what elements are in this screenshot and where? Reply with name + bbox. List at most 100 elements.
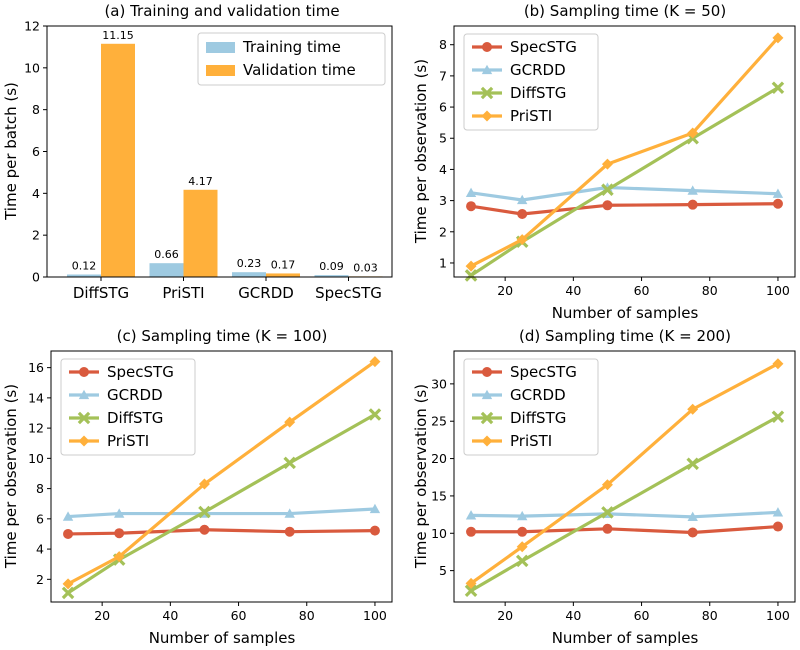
panel-d-point-diffstg [601,506,614,519]
panel-a-ytick-label: 8 [32,102,40,117]
panel-a-training-validation: (a) Training and validation time Time pe… [2,2,393,302]
panel-b-point-gcrdd [687,185,698,195]
panel-c-legend-label-diffstg: DiffSTG [107,409,163,427]
panel-d-point-specstg [517,526,528,537]
panel-d-legend-marker-gcrdd [481,389,493,400]
panel-d-xtick-label: 100 [766,608,790,623]
panel-b-legend [463,33,599,131]
panel-d-legend-label-diffstg: DiffSTG [510,409,566,427]
bar-validation-time-diffstg [101,43,135,277]
panel-a-xtick-label: GCRDD [238,284,294,302]
panel-d-point-diffstg [686,457,699,471]
panel-d-legend [463,358,599,456]
panel-d-point-specstg [466,526,477,537]
panel-b-ytick-label: 8 [439,37,447,52]
bar-label-validation-time-gcrdd: 0.17 [271,258,296,271]
panel-b-point-diffstg [771,81,785,94]
panel-d-point-pristi [601,479,613,491]
bar-label-training-time-diffstg: 0.12 [72,259,97,272]
bar-training-time-specstg [314,275,349,277]
panel-a-ytick-label: 4 [32,186,40,201]
panel-b-xtick-label: 60 [634,283,650,298]
panel-b-xtick-label: 40 [565,283,581,298]
panel-b-ytick-label: 1 [439,255,447,270]
panel-d-point-pristi [772,358,784,370]
panel-c-point-pristi [369,356,381,368]
panel-d-legend-label-gcrdd: GCRDD [510,386,566,404]
panel-d-ylabel: Time per observation (s) [412,384,430,569]
panel-c-xtick-label: 20 [94,608,110,623]
panel-c-ytick-label: 12 [28,421,44,436]
panel-c-sampling-k100: (c) Sampling time (K = 100) Number of sa… [2,327,393,647]
panel-b-legend-marker-pristi [481,110,493,122]
panel-d-legend-marker-pristi [481,435,493,447]
panel-c-point-diffstg [198,505,211,519]
panel-b-point-diffstg [464,269,478,282]
panel-c-xtick-label: 60 [231,608,247,623]
panel-b-legend-label-pristi: PriSTI [510,107,552,125]
panel-d-xtick-label: 60 [634,608,650,623]
panel-c-xtick-label: 80 [299,608,315,623]
panel-c-line-gcrdd [67,507,376,519]
panel-d-xtick-label: 20 [497,608,513,623]
panel-c-ytick-label: 2 [36,572,44,587]
panel-c-axes-frame [50,350,393,603]
panel-d-xtick-label: 40 [565,608,581,623]
panel-d-ytick-label: 10 [431,526,447,541]
panel-d-sampling-k200: (d) Sampling time (K = 200) Number of sa… [412,327,796,647]
panel-b-legend-label-diffstg: DiffSTG [510,84,566,102]
panel-c-point-specstg [369,525,380,536]
panel-b-legend-marker-diffstg [480,86,494,100]
panel-c-legend-marker-gcrdd [78,389,90,400]
panel-c-legend [60,358,196,456]
panel-b-sampling-k50: (b) Sampling time (K = 50) Number of sam… [412,2,796,322]
panel-d-point-specstg [772,521,783,532]
panel-d-legend-label-specstg: SpecSTG [510,363,577,381]
panel-a-legend-swatch-training-time [206,42,235,53]
panel-c-point-pristi [62,578,74,590]
panel-b-point-specstg [466,201,477,212]
panel-d-ytick-label: 5 [439,563,447,578]
panel-d-point-diffstg [464,584,478,598]
panel-c-point-diffstg [368,408,382,421]
panel-c-line-specstg [68,528,375,536]
panel-d-point-gcrdd [772,507,784,517]
panel-b-legend-label-gcrdd: GCRDD [510,61,566,79]
panel-d-line-specstg [471,524,779,535]
panel-d-point-gcrdd [517,510,528,521]
panel-b-ytick-label: 2 [439,224,447,239]
panel-c-ytick-label: 10 [28,451,44,466]
panel-d-point-gcrdd [465,510,477,520]
panel-c-point-specstg [63,528,74,539]
panel-c-point-diffstg [61,586,75,600]
panel-b-xtick-label: 80 [702,283,718,298]
panel-c-point-gcrdd [369,503,381,514]
panel-d-point-diffstg [771,410,785,424]
panel-d-point-diffstg [515,554,529,568]
panel-a-ytick-label: 10 [24,60,40,75]
panel-b-point-gcrdd [772,188,784,198]
bar-training-time-pristi [149,263,184,277]
panel-d-point-specstg [687,527,698,538]
bar-validation-time-pristi [183,189,218,277]
panel-d-axes-frame [453,350,796,603]
panel-b-ytick-label: 7 [439,68,447,83]
panel-c-point-gcrdd [62,511,74,521]
panel-b-point-pristi [772,32,784,44]
panel-c-point-specstg [199,524,210,535]
panel-c-legend-label-gcrdd: GCRDD [107,386,163,404]
panel-a-xtick-label: PriSTI [162,284,204,302]
panel-c-ytick-label: 14 [28,390,44,405]
bar-label-training-time-pristi: 0.66 [154,248,179,261]
panel-b-point-gcrdd [465,187,477,197]
panel-c-ytick-label: 16 [28,360,44,375]
panel-a-xtick-label: SpecSTG [315,284,382,302]
panel-b-point-specstg [517,209,528,220]
panel-a-ylabel: Time per batch (s) [2,82,20,221]
panel-b-point-diffstg [601,183,614,196]
bar-label-training-time-gcrdd: 0.23 [237,257,262,270]
panel-c-title: (c) Sampling time (K = 100) [117,327,328,345]
panel-b-line-specstg [470,202,778,216]
panel-c-point-gcrdd [114,508,125,518]
panel-c-point-pristi [198,478,210,490]
